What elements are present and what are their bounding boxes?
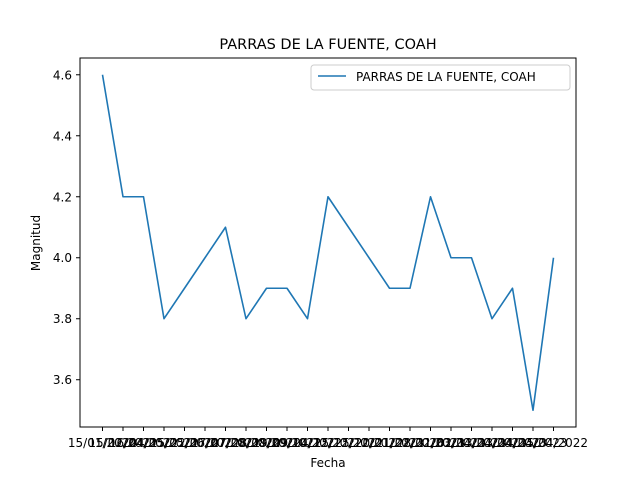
data-point [552,256,555,259]
data-point [163,317,166,320]
x-tick-label: 25/12/2022 [334,436,403,450]
x-axis-ticks: 15/01/202215/02/202216/04/202204/05/2022… [68,427,588,450]
data-point [347,226,350,229]
x-tick-label: 09/10/2022 [273,436,342,450]
x-tick-label: 25/04/2022 [519,436,588,450]
y-tick-label: 4.0 [53,251,72,265]
data-point [429,195,432,198]
data-point [511,287,514,290]
y-axis-ticks: 3.6 3.8 4.0 4.2 4.4 4.6 [53,68,80,387]
x-tick-label: 23/04/2023 [478,436,547,450]
x-tick-label: 15/02/2022 [88,436,157,450]
x-tick-label: 15/05/2022 [150,436,219,450]
x-tick-label: 19/09/2022 [252,436,321,450]
data-point [368,256,371,259]
x-tick-label: 16/04/2022 [109,436,178,450]
data-point [224,226,227,229]
x-tick-label: 21/02/2023 [375,436,444,450]
x-tick-label: 24/04/2023 [498,436,567,450]
data-point [327,195,330,198]
data-point [532,409,535,412]
x-tick-label: 20/01/2023 [355,436,424,450]
data-point [470,256,473,259]
y-tick-label: 4.6 [53,68,72,82]
y-tick-label: 4.4 [53,129,72,143]
legend: PARRAS DE LA FUENTE, COAH [310,64,571,91]
x-tick-label: 21/03/2023 [416,436,485,450]
legend-label: PARRAS DE LA FUENTE, COAH [356,70,536,84]
y-axis-label: Magnitud [29,215,43,271]
data-point [450,256,453,259]
data-point [286,287,289,290]
data-point [204,256,207,259]
x-tick-label: 04/12/2022 [293,436,362,450]
y-tick-label: 3.8 [53,312,72,326]
data-point [388,287,391,290]
series-line [101,74,555,412]
x-tick-label: 28/08/2022 [232,436,301,450]
data-point [183,287,186,290]
data-point [245,317,248,320]
y-tick-label: 3.6 [53,373,72,387]
data-point [142,195,145,198]
x-tick-label: 02/04/2023 [437,436,506,450]
x-tick-label: 22/06/2022 [170,436,239,450]
x-tick-label: 07/08/2022 [211,436,280,450]
plot-area-frame [79,57,577,428]
x-tick-label: 15/12/2022 [314,436,383,450]
x-tick-label: 04/05/2022 [129,436,198,450]
data-point [409,287,412,290]
data-point [306,317,309,320]
data-point [122,195,125,198]
chart-title: PARRAS DE LA FUENTE, COAH [219,37,436,53]
data-point [491,317,494,320]
x-tick-label: 28/02/2023 [396,436,465,450]
x-tick-label: 17/07/2022 [191,436,260,450]
legend-box [310,64,571,91]
x-tick-label: 15/01/2022 [68,436,137,450]
x-tick-label: 13/04/2023 [457,436,526,450]
y-tick-label: 4.2 [53,190,72,204]
x-axis-label: Fecha [310,456,345,470]
data-point [265,287,268,290]
data-point [101,73,104,76]
